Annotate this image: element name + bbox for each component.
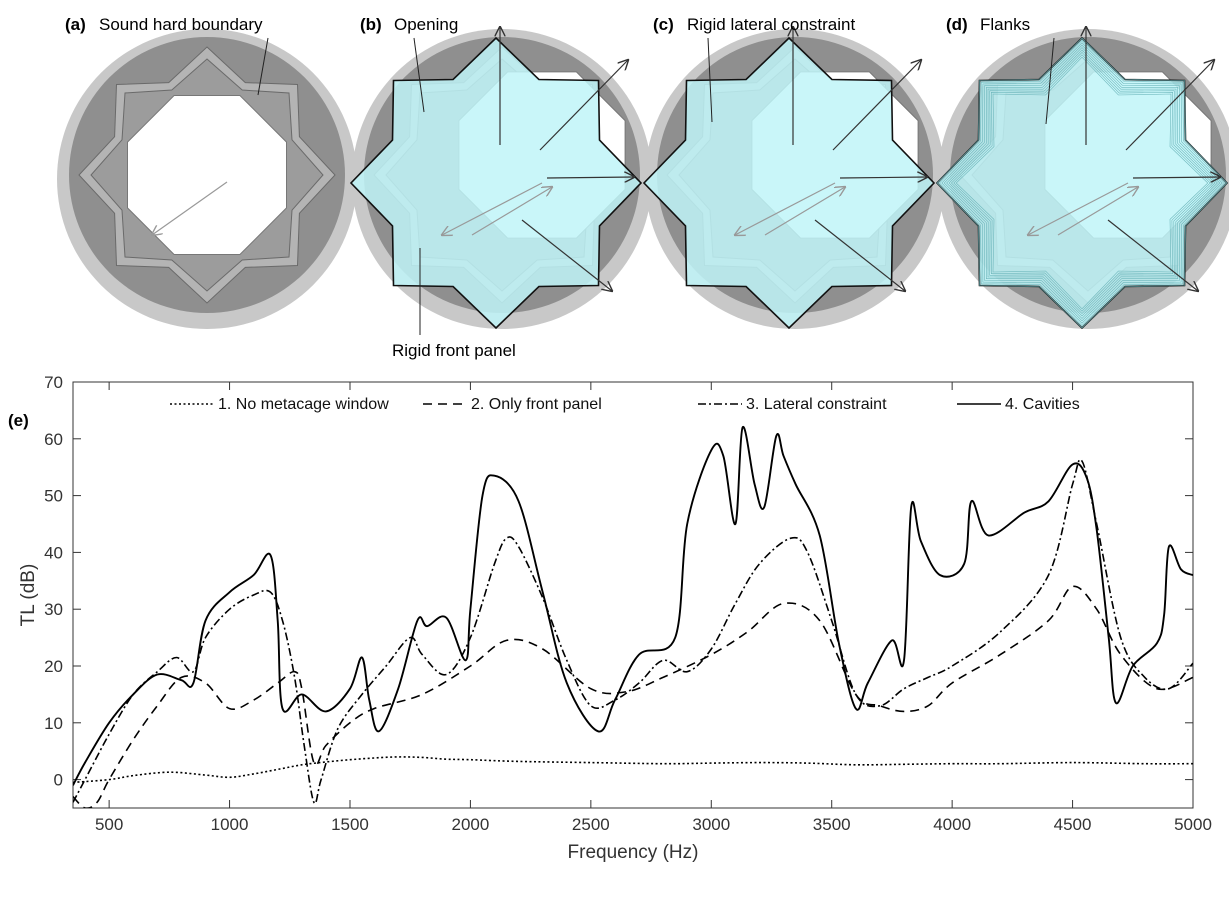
series-line-1 bbox=[73, 756, 1193, 784]
tl-chart: 500 1000 1500 2000 2500 3000 3500 4000 4500 5000 0… bbox=[8, 373, 1212, 863]
radiation-arrow bbox=[539, 60, 628, 151]
panel-label-2: Rigid front panel bbox=[392, 341, 516, 360]
transmitted-arrow bbox=[764, 187, 845, 236]
incident-arrow bbox=[1028, 182, 1129, 235]
legend-label-1: 1. No metacage window bbox=[218, 396, 389, 413]
window-panel bbox=[935, 36, 1229, 330]
x-tick-label: 3000 bbox=[692, 815, 730, 834]
panel-tag: (b) bbox=[360, 15, 382, 34]
x-tick-label: 4500 bbox=[1054, 815, 1092, 834]
x-tick-label: 2500 bbox=[572, 815, 610, 834]
radiation-arrow bbox=[1107, 219, 1198, 291]
x-tick-label: 1500 bbox=[331, 815, 369, 834]
legend-label-2: 2. Only front panel bbox=[471, 396, 602, 413]
panel-c: (c) Rigid lateral constraint bbox=[642, 15, 945, 330]
y-tick-label: 0 bbox=[54, 771, 63, 790]
legend-label-4: 4. Cavities bbox=[1005, 396, 1080, 413]
panel-a: (a) Sound hard boundary bbox=[57, 15, 357, 329]
panel-label: Opening bbox=[394, 15, 458, 34]
y-tick-label: 20 bbox=[44, 657, 63, 676]
window-panel bbox=[349, 36, 643, 330]
panel-d: (d) Flanks bbox=[935, 15, 1229, 330]
radiation-arrow bbox=[521, 219, 612, 291]
cavity-line bbox=[943, 44, 1221, 322]
y-axis-title: TL (dB) bbox=[18, 564, 39, 627]
radiation-arrow bbox=[832, 60, 921, 151]
panel-label: Flanks bbox=[980, 15, 1030, 34]
incident-arrow bbox=[735, 182, 836, 235]
radiation-arrow bbox=[814, 219, 905, 291]
cavity-line bbox=[936, 37, 1228, 329]
y-tick-label: 60 bbox=[44, 430, 63, 449]
incident-arrow bbox=[442, 182, 543, 235]
leader-line bbox=[257, 37, 269, 96]
x-tick-label: 500 bbox=[95, 815, 123, 834]
radiation-arrow bbox=[839, 177, 927, 178]
y-tick-label: 10 bbox=[44, 714, 63, 733]
x-tick-label: 2000 bbox=[452, 815, 490, 834]
series-line-4 bbox=[73, 426, 1193, 786]
y-tick-label: 30 bbox=[44, 600, 63, 619]
panel-tag: (c) bbox=[653, 15, 674, 34]
plot-area bbox=[72, 381, 1194, 809]
flank-cavities bbox=[936, 37, 1228, 329]
cavity-line bbox=[950, 51, 1214, 315]
y-tick-label: 70 bbox=[44, 373, 63, 392]
x-tick-label: 5000 bbox=[1174, 815, 1212, 834]
opening bbox=[127, 95, 287, 255]
panel-label: Rigid lateral constraint bbox=[687, 15, 855, 34]
panel-b: (b) Opening Rigid front panel bbox=[349, 15, 652, 360]
radiation-arrow bbox=[1132, 177, 1220, 178]
incident-arrow bbox=[152, 181, 228, 235]
radiation-arrow bbox=[1125, 60, 1214, 151]
cavity-line bbox=[941, 42, 1223, 324]
x-tick-label: 4000 bbox=[933, 815, 971, 834]
schematic-panels: (a) Sound hard boundary (b) Opening Rigid fr… bbox=[57, 15, 1229, 360]
panel-label: Sound hard boundary bbox=[99, 15, 263, 34]
cavity-line bbox=[946, 47, 1218, 319]
cavity-line bbox=[955, 56, 1209, 310]
transmitted-arrow bbox=[471, 187, 552, 236]
series-lines bbox=[73, 426, 1193, 808]
cavity-line bbox=[953, 54, 1211, 312]
series-line-3 bbox=[73, 458, 1193, 805]
chart-panel-tag: (e) bbox=[8, 411, 29, 430]
y-tick-label: 50 bbox=[44, 487, 63, 506]
leader-line bbox=[413, 37, 425, 113]
x-tick-label: 1000 bbox=[211, 815, 249, 834]
cavity-line bbox=[938, 39, 1226, 327]
y-tick-label: 40 bbox=[44, 543, 63, 562]
x-axis-title: Frequency (Hz) bbox=[568, 842, 699, 863]
panel-tag: (d) bbox=[946, 15, 968, 34]
window-panel bbox=[642, 36, 936, 330]
cavity-line bbox=[948, 49, 1216, 317]
legend: 1. No metacage window 2. Only front panel… bbox=[170, 396, 1080, 413]
leader-line bbox=[707, 37, 713, 123]
transmitted-arrow bbox=[1057, 187, 1138, 236]
leader-line bbox=[1045, 37, 1055, 125]
radiation-arrow bbox=[546, 177, 634, 178]
x-tick-label: 3500 bbox=[813, 815, 851, 834]
legend-label-3: 3. Lateral constraint bbox=[746, 396, 887, 413]
panel-tag: (a) bbox=[65, 15, 86, 34]
